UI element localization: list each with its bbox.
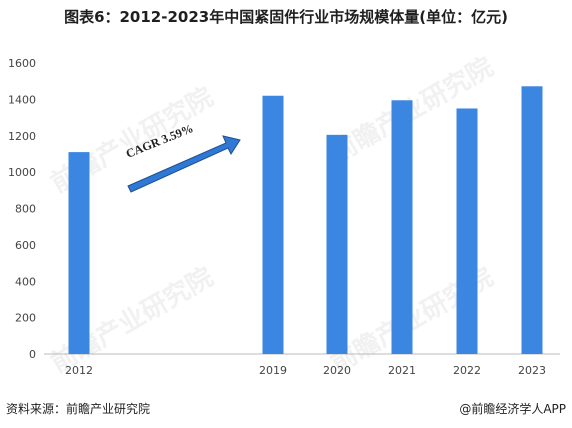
- x-tick-label: 2020: [323, 364, 351, 377]
- x-tick-label: 2023: [518, 364, 546, 377]
- brand-note: @前瞻经济学人APP: [459, 402, 566, 416]
- y-tick-label: 1400: [8, 93, 36, 106]
- bar-chart: 0 200 400 600 800 1000 1200 1400 1600 2012 2019 202…: [8, 57, 560, 377]
- y-tick-label: 1600: [8, 57, 36, 70]
- x-tick-label: 2012: [65, 364, 93, 377]
- y-tick-label: 600: [15, 239, 36, 252]
- cagr-arrow: [127, 135, 241, 193]
- y-tick-label: 800: [15, 203, 36, 216]
- source-note: 资料来源：前瞻产业研究院: [6, 402, 151, 416]
- y-tick-label: 0: [29, 348, 36, 361]
- y-tick-label: 200: [15, 312, 36, 325]
- y-tick-label: 1000: [8, 166, 36, 179]
- bar-2021: [391, 100, 413, 354]
- x-tick-label: 2022: [453, 364, 481, 377]
- bar-2019: [262, 95, 284, 355]
- x-tick-label: 2019: [259, 364, 287, 377]
- bar-2020: [326, 134, 348, 354]
- bar-2022: [456, 108, 478, 354]
- x-tick-label: 2021: [388, 364, 416, 377]
- y-tick-label: 400: [15, 275, 36, 288]
- cagr-annotation: CAGR 3.59%: [124, 121, 195, 161]
- chart-title: 图表6：2012-2023年中国紧固件行业市场规模体量(单位：亿元): [64, 8, 508, 26]
- bar-2023: [521, 86, 543, 354]
- y-tick-label: 1200: [8, 130, 36, 143]
- bar-2012: [68, 152, 90, 354]
